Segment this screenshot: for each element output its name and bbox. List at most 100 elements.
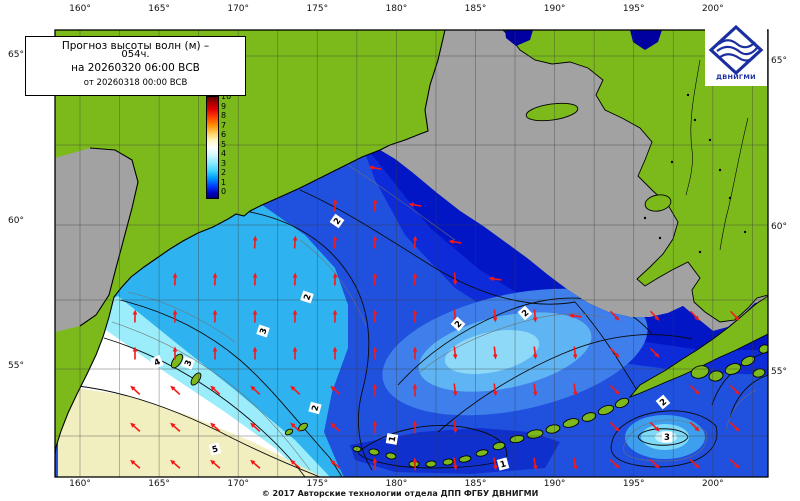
wave-direction-arrow [292,346,298,360]
lon-label-top: 200° [701,4,724,14]
wave-direction-arrow [372,457,378,471]
wave-direction-arrow [532,383,538,397]
wave-direction-arrow [452,272,458,286]
wave-direction-arrow [609,384,620,395]
wave-direction-arrow [210,385,221,396]
island [562,418,580,428]
lon-label-top: 175° [306,4,329,14]
wave-direction-arrow [572,457,578,471]
colorbar-tick: 10 [221,92,232,101]
wave-direction-arrow [412,383,418,397]
wave-direction-arrow [250,459,261,469]
wave-direction-arrow [170,385,181,396]
wave-direction-arrow [689,458,700,469]
wave-direction-arrow [488,276,502,282]
island [597,404,615,416]
contour-label: 2 [655,394,671,410]
wave-direction-arrow [448,239,462,245]
wave-direction-arrow [290,422,301,432]
alaska-peninsula [628,295,768,399]
wave-direction-arrow [252,235,258,249]
wave-direction-arrow [292,272,298,286]
island [740,355,756,367]
wave-direction-arrow [689,384,700,395]
colorbar-tick: 7 [221,120,227,130]
contour-label: 3 [662,431,672,443]
wave-direction-arrow [292,309,298,323]
contour-label: 2 [300,290,314,304]
colorbar-tick: 9 [221,101,227,111]
island [170,353,184,369]
contour-label: 1 [385,433,398,445]
wave-direction-arrow [729,458,740,469]
lon-label-top: 180° [385,4,408,14]
wave-direction-arrow [729,310,740,321]
svg-text:1: 1 [499,459,507,470]
svg-text:4: 4 [153,357,163,369]
island [385,452,397,460]
lake-dot [670,160,674,164]
wave-direction-arrow [172,346,178,360]
island [644,194,672,212]
lake-dot [698,250,702,254]
contour-label: 4 [150,354,164,370]
island [458,455,472,463]
lon-label-bottom: 180° [385,479,408,489]
copyright-footer: © 2017 Авторские технологии отдела ДПП Ф… [261,489,539,498]
lon-label-bottom: 170° [227,479,250,489]
wave-direction-arrow [368,165,382,171]
wave-direction-arrow [212,346,218,360]
forecast-title-box: Прогноз высоты волн (м) – 054ч. на 20260… [25,36,246,96]
wave-direction-arrow [572,346,578,360]
wave-direction-arrow [330,385,341,396]
wave-direction-arrow [609,458,620,469]
forecast-base-time: от 20260318 00:00 ВСВ [83,78,188,88]
wave-direction-arrow [649,458,660,469]
wave-direction-arrow [492,309,498,323]
wave-direction-arrow [332,198,338,212]
svg-text:2: 2 [332,216,344,227]
rivers [685,59,749,251]
contour-label: 2 [329,213,345,229]
lon-label-bottom: 160° [69,479,91,489]
contour-label: 1 [496,457,510,471]
lake-dot [693,118,697,122]
wave-direction-arrow [372,383,378,397]
wave-direction-arrow [408,202,422,208]
wave-direction-arrow [130,459,141,469]
island [425,460,437,468]
wave-direction-arrow [492,383,498,397]
svg-text:3: 3 [258,327,269,336]
wave-direction-arrow [250,385,261,396]
island [581,412,597,422]
island [492,441,506,451]
lakes [643,93,747,254]
lat-label-right: 55° [771,367,787,377]
bay-patch [505,30,533,46]
island [368,448,380,456]
contour-label: 5 [208,442,222,456]
wave-direction-arrow [330,459,341,469]
wave-direction-arrow [412,272,418,286]
map-frame [54,29,769,478]
lat-label-left: 55° [8,361,24,371]
colorbar-tick-labels: 10 9 8 7 6 5 4 3 2 1 0 [221,92,231,197]
wave-direction-arrow [492,346,498,360]
colorbar-tick: 1 [221,177,227,187]
lon-label-top: 170° [227,4,250,14]
contour-label: 3 [256,324,270,338]
wave-direction-arrow [372,309,378,323]
lat-label-left: 65° [8,50,24,60]
wave-direction-arrow [290,459,301,469]
contour-label: 2 [308,401,322,415]
wave-direction-arrow [332,309,338,323]
wave-direction-arrow [330,422,341,432]
wave-direction-arrows [130,165,740,471]
svg-text:3: 3 [664,433,670,443]
colorbar-tick: 3 [221,158,227,168]
wave-direction-arrow [332,272,338,286]
wave-direction-arrow [649,421,660,432]
wave-direction-arrow [372,235,378,249]
